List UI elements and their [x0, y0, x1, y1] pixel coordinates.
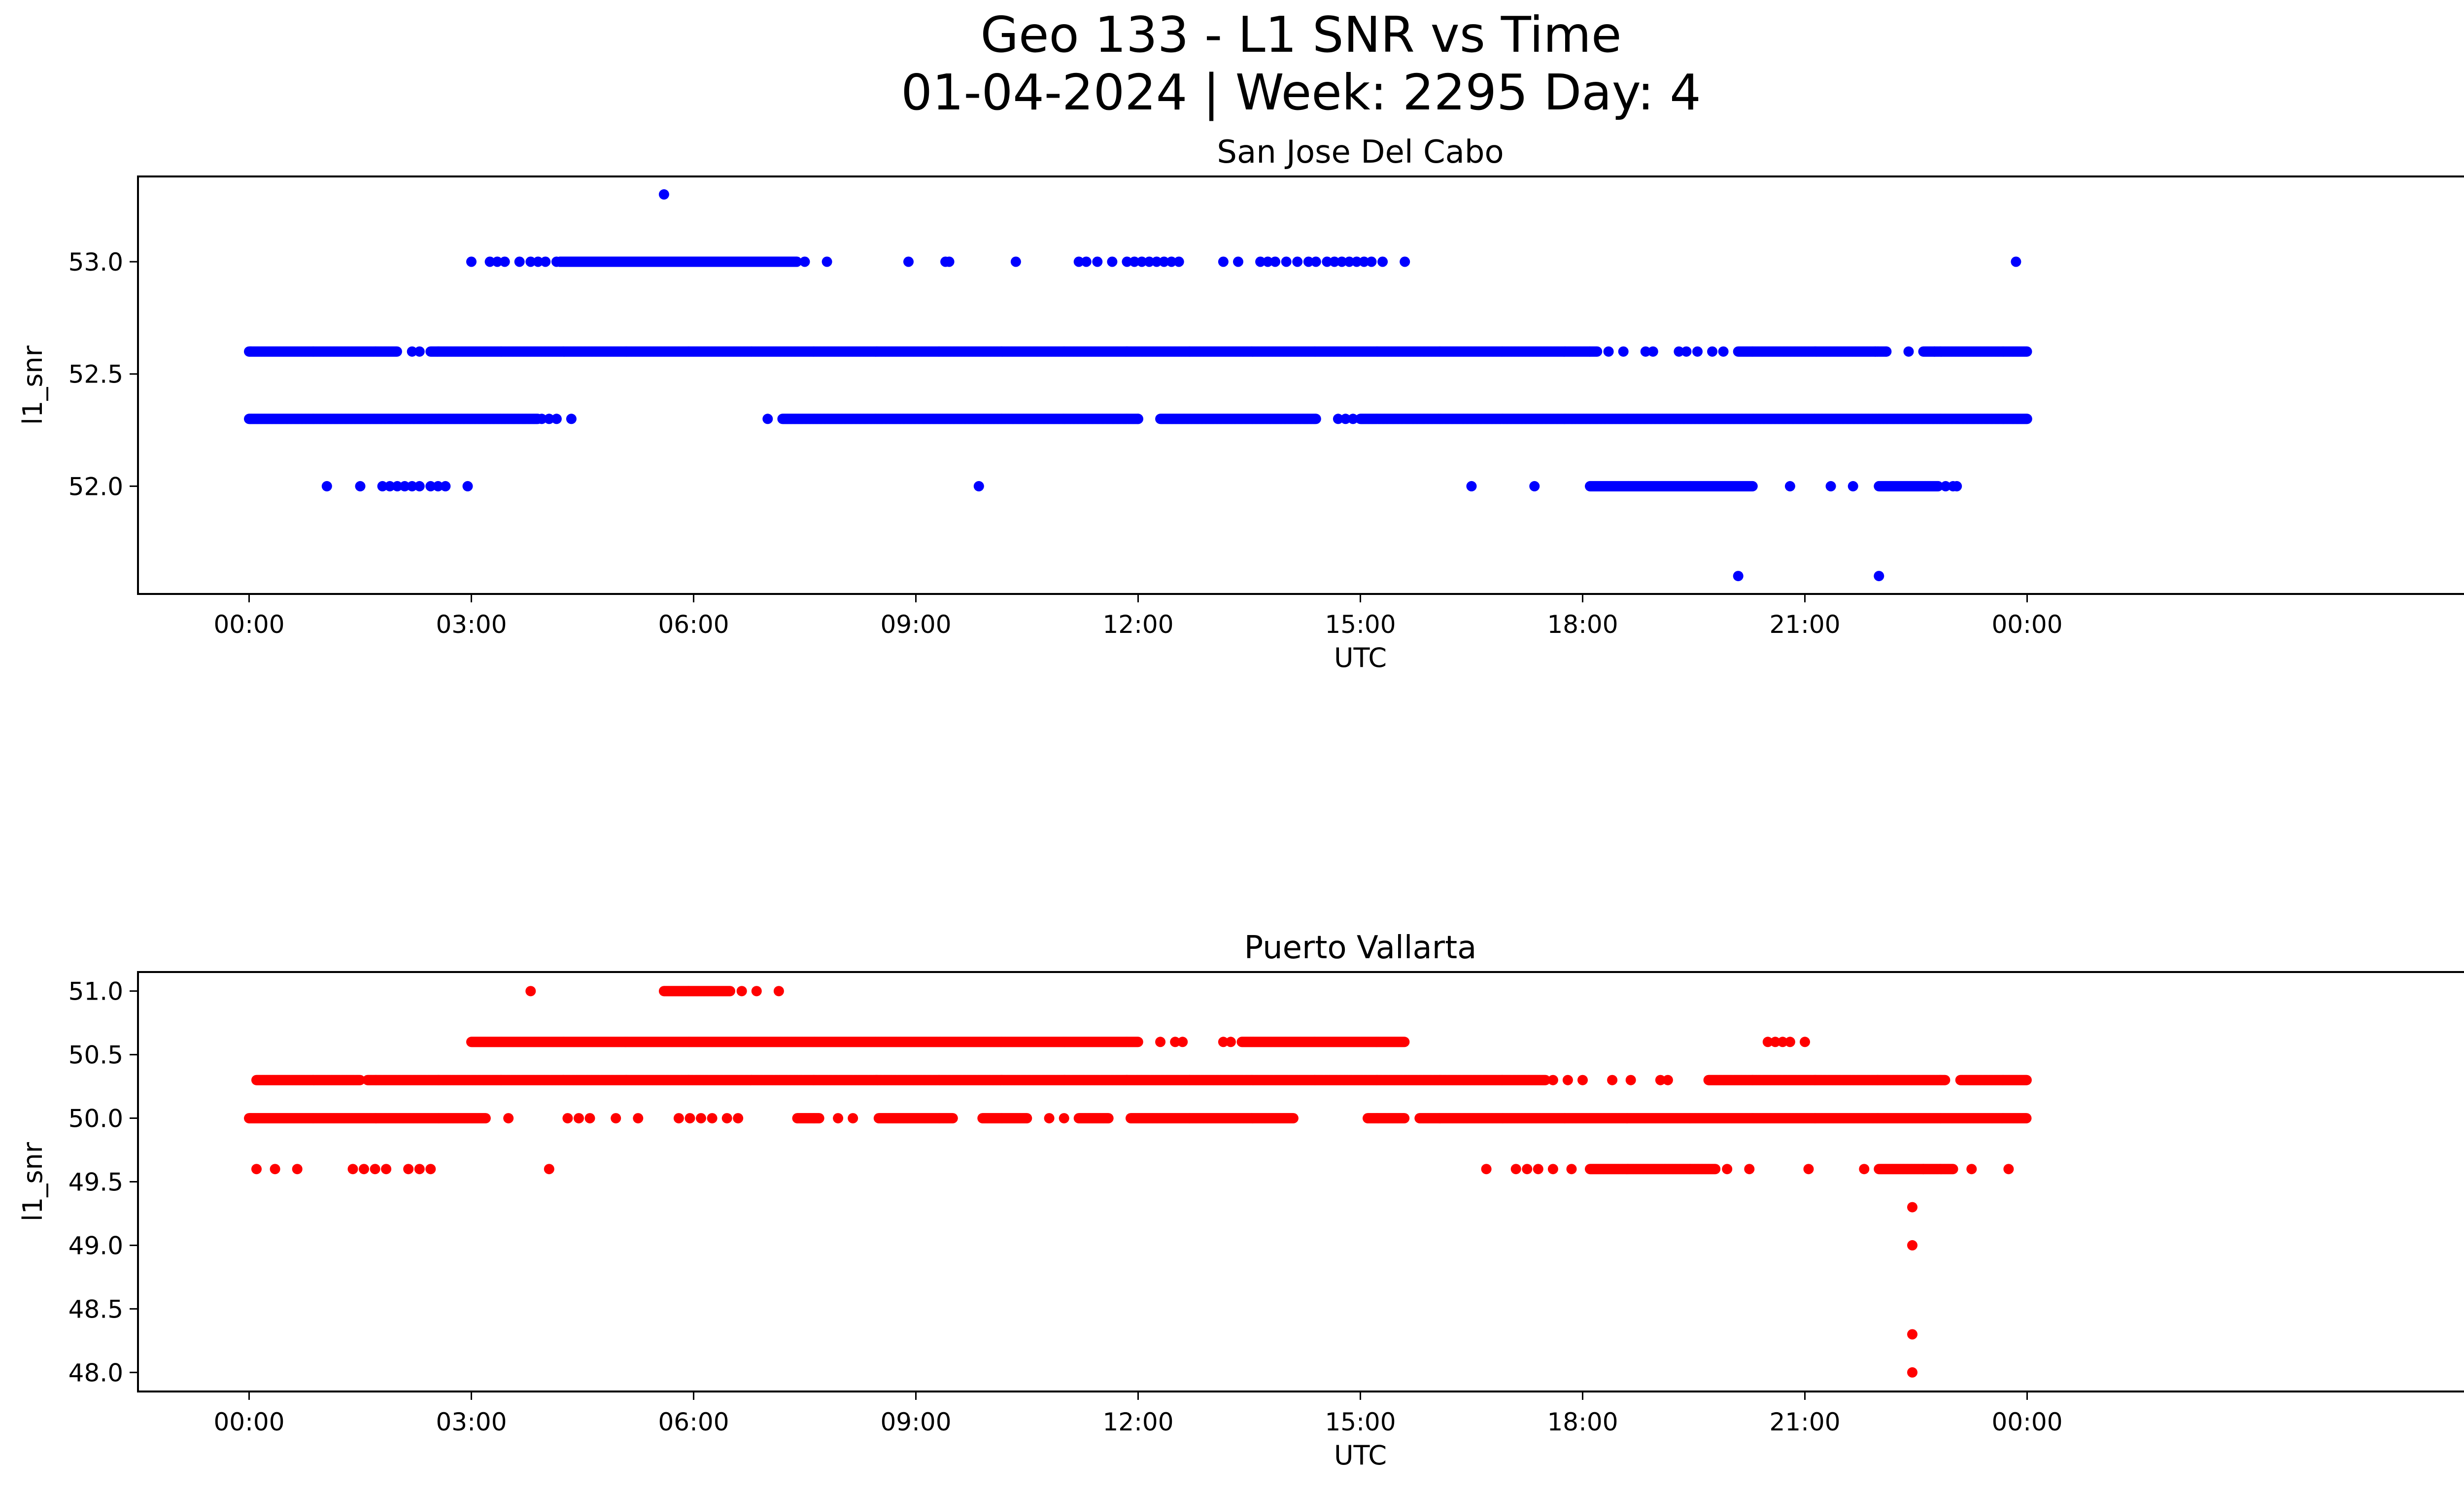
data-point [1951, 481, 1962, 491]
data-point [658, 189, 669, 200]
y-tick-label: 52.0 [68, 472, 123, 501]
data-point [1733, 571, 1744, 582]
data-point [1233, 256, 1243, 267]
data-point [1218, 256, 1229, 267]
data-point [1081, 256, 1092, 267]
panel-san-jose-del-cabo: 00:00 03:00 06:00 09:00 12:00 15:00 18:00 21:00… [17, 134, 2464, 673]
snr-level-53 [466, 256, 2021, 267]
data-point [1784, 481, 1795, 491]
x-axis-label: UTC [1334, 642, 1387, 673]
data-point [1010, 256, 1021, 267]
data-point [480, 1113, 491, 1124]
data-point [1292, 256, 1303, 267]
snr-level-53-3 [658, 189, 669, 200]
data-point [440, 481, 451, 491]
data-point [2021, 346, 2032, 357]
data-point [1348, 414, 1358, 424]
data-point [551, 256, 562, 267]
data-point [814, 1113, 824, 1124]
data-point [1825, 481, 1836, 491]
subplot-title: San Jose Del Cabo [1217, 134, 1504, 171]
plot-frame [137, 175, 2464, 595]
data-point [540, 256, 551, 267]
data-point [551, 414, 562, 424]
data-point [1903, 346, 1914, 357]
y-tick-label: 53.0 [68, 248, 123, 277]
data-point [1874, 571, 1884, 582]
data-point [1870, 346, 1881, 357]
scatter-points [244, 986, 2032, 1378]
data-point [566, 414, 577, 424]
data-point [1092, 256, 1103, 267]
snr-level-51-6 [1733, 571, 1884, 582]
y-axis-label: l1_snr [17, 345, 48, 425]
data-point [414, 481, 425, 491]
data-point [1681, 346, 1692, 357]
y-tick-label: 52.5 [68, 360, 123, 389]
scatter-points [244, 189, 2032, 582]
x-tick-label: 03:00 [436, 610, 507, 639]
data-point [462, 481, 473, 491]
x-tick-label: 09:00 [880, 610, 951, 639]
data-point [1400, 256, 1410, 267]
data-point [1529, 481, 1540, 491]
data-point [514, 256, 525, 267]
data-point [762, 414, 773, 424]
figure-title-line1: Geo 133 - L1 SNR vs Time [981, 6, 1622, 64]
snr-level-52 [321, 481, 1962, 491]
data-point [1173, 256, 1184, 267]
data-point [321, 481, 332, 491]
figure-title-line2: 01-04-2024 | Week: 2295 Day: 4 [901, 64, 1701, 121]
data-point [799, 256, 810, 267]
data-point [1281, 256, 1292, 267]
x-tick-label: 21:00 [1769, 610, 1840, 639]
data-point [1377, 256, 1388, 267]
data-point [1747, 481, 1758, 491]
data-point [1881, 346, 1892, 357]
data-point [1718, 346, 1729, 357]
data-point [1107, 256, 1118, 267]
data-point [466, 256, 477, 267]
data-point [1466, 481, 1477, 491]
snr-level-52-6 [244, 346, 2032, 357]
data-point [355, 481, 366, 491]
data-point [903, 256, 914, 267]
data-point [1270, 256, 1281, 267]
data-point [391, 346, 402, 357]
data-point [1707, 346, 1718, 357]
snr-level-52-3 [244, 414, 2032, 424]
data-point [562, 256, 573, 267]
data-point [973, 481, 984, 491]
data-point [1310, 256, 1321, 267]
data-point [414, 346, 425, 357]
data-point [821, 256, 832, 267]
data-point [944, 256, 955, 267]
x-tick-label: 06:00 [658, 610, 729, 639]
data-point [1603, 346, 1614, 357]
x-tick-label: 00:00 [213, 610, 284, 639]
x-tick-label: 18:00 [1547, 610, 1618, 639]
data-point [1929, 346, 1940, 357]
x-tick-label: 15:00 [1325, 610, 1396, 639]
panel-puerto-vallarta: 00:00 03:00 06:00 09:00 12:00 15:00 18:00 21:00… [17, 930, 2464, 1471]
data-point [1310, 414, 1321, 424]
data-point [1618, 346, 1629, 357]
x-tick-label: 12:00 [1102, 610, 1173, 639]
snr-level-50 [244, 1113, 2032, 1124]
data-point [2021, 414, 2032, 424]
data-point [1592, 346, 1603, 357]
x-tick-label: 00:00 [1991, 610, 2062, 639]
data-point [1647, 346, 1658, 357]
data-point [1692, 346, 1703, 357]
data-point [1848, 481, 1858, 491]
data-point [2011, 256, 2021, 267]
data-point [499, 256, 510, 267]
data-point [1133, 414, 1143, 424]
data-point [1366, 256, 1377, 267]
